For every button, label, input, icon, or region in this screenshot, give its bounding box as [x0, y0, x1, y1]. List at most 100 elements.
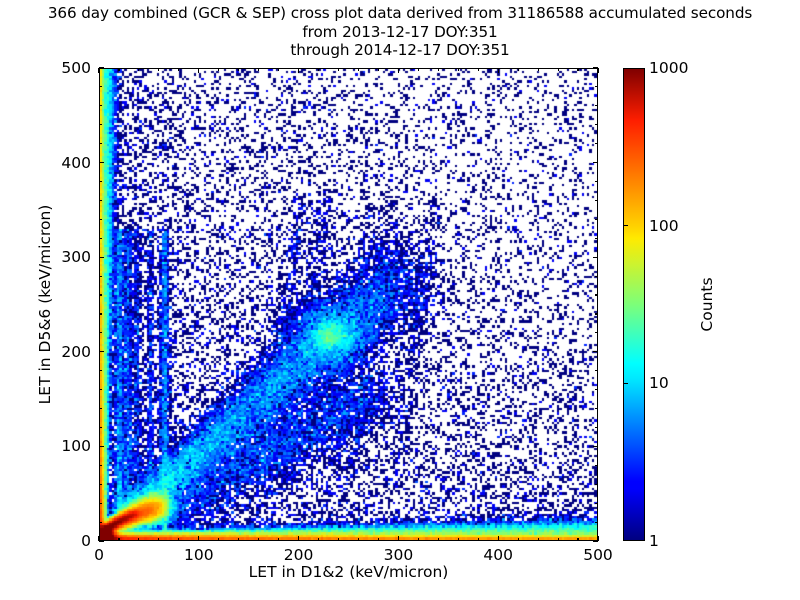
- colorbar-tick: [623, 382, 628, 384]
- x-tick-minor: [138, 538, 140, 541]
- y-tick-minor: [99, 275, 102, 277]
- x-tick-minor: [517, 538, 519, 541]
- x-tick-minor-top: [377, 68, 379, 71]
- y-tick-major-right: [593, 67, 598, 69]
- y-tick-minor-right: [595, 408, 598, 410]
- x-tick-minor: [377, 538, 379, 541]
- colorbar-tick-label: 10: [649, 374, 669, 393]
- y-tick-minor: [99, 294, 102, 296]
- x-tick-minor: [577, 538, 579, 541]
- x-tick-minor-top: [158, 68, 160, 71]
- x-tick-minor-top: [118, 68, 120, 71]
- x-tick-major-top: [597, 68, 599, 73]
- x-tick-minor: [118, 538, 120, 541]
- x-tick-minor: [417, 538, 419, 541]
- y-tick-minor: [99, 332, 102, 334]
- y-tick-minor-right: [595, 464, 598, 466]
- x-tick-minor-top: [218, 68, 220, 71]
- y-tick-label: 0: [81, 532, 91, 550]
- chart-title: 366 day combined (GCR & SEP) cross plot …: [0, 4, 800, 60]
- y-tick-minor-right: [595, 275, 598, 277]
- x-tick-minor-top: [557, 68, 559, 71]
- colorbar-tick-label: 100: [649, 216, 679, 235]
- colorbar: [623, 68, 645, 541]
- x-tick-major-top: [497, 68, 499, 73]
- x-tick-minor: [158, 538, 160, 541]
- x-tick-minor-top: [577, 68, 579, 71]
- y-tick-minor-right: [595, 199, 598, 201]
- x-tick-minor: [337, 538, 340, 541]
- x-tick-minor: [258, 538, 260, 541]
- x-tick-minor: [457, 538, 459, 541]
- y-tick-minor: [99, 389, 102, 391]
- plot-area: [99, 68, 598, 541]
- y-tick-minor: [99, 426, 102, 429]
- x-tick-major-top: [98, 68, 100, 73]
- y-tick-minor-right: [595, 426, 598, 429]
- x-tick-minor-top: [258, 68, 260, 71]
- x-tick-minor-top: [457, 68, 459, 71]
- y-tick-minor: [99, 483, 102, 485]
- y-tick-minor-right: [595, 389, 598, 391]
- y-tick-minor: [99, 105, 102, 107]
- x-tick-minor: [557, 538, 559, 541]
- y-tick-major: [99, 67, 104, 69]
- y-tick-minor-right: [595, 294, 598, 296]
- x-tick-minor-top: [517, 68, 519, 71]
- y-tick-minor: [99, 218, 102, 220]
- x-tick-minor: [357, 538, 360, 541]
- x-tick-minor-top: [238, 68, 240, 71]
- x-tick-minor: [218, 538, 220, 541]
- x-tick-minor-top: [477, 68, 479, 71]
- x-tick-major: [98, 536, 100, 541]
- x-tick-minor: [238, 538, 240, 541]
- x-tick-minor-top: [178, 68, 180, 71]
- x-tick-minor: [278, 538, 280, 541]
- y-tick-major-right: [593, 162, 598, 164]
- y-tick-minor-right: [595, 105, 598, 107]
- y-tick-minor: [99, 408, 102, 410]
- y-tick-minor-right: [595, 313, 598, 315]
- y-tick-major: [99, 540, 104, 542]
- y-tick-minor-right: [595, 521, 598, 523]
- y-tick-label: 200: [61, 342, 91, 361]
- y-tick-major-right: [593, 445, 598, 447]
- x-tick-minor-top: [357, 68, 360, 71]
- x-tick-minor: [477, 538, 479, 541]
- y-axis-label: LET in D5&6 (keV/micron): [36, 204, 54, 405]
- x-tick-minor: [318, 538, 320, 541]
- colorbar-tick-label: 1000: [649, 59, 689, 77]
- y-tick-minor-right: [595, 483, 598, 485]
- x-tick-minor-top: [437, 68, 439, 71]
- x-tick-major-top: [198, 68, 200, 73]
- x-tick-minor-top: [337, 68, 340, 71]
- y-tick-minor: [99, 124, 102, 126]
- x-tick-label: 400: [483, 546, 513, 564]
- y-tick-minor-right: [595, 180, 598, 183]
- y-tick-major: [99, 162, 104, 164]
- y-tick-minor: [99, 199, 102, 201]
- y-tick-minor-right: [595, 124, 598, 126]
- colorbar-label: Counts: [698, 277, 716, 332]
- y-tick-minor-right: [595, 143, 598, 145]
- y-tick-minor: [99, 370, 102, 372]
- y-tick-minor-right: [595, 218, 598, 220]
- y-tick-minor: [99, 86, 102, 88]
- x-tick-major: [397, 536, 399, 541]
- x-tick-minor: [437, 538, 439, 541]
- scatter-density-plot: [100, 69, 597, 540]
- y-tick-major: [99, 256, 104, 258]
- y-tick-minor: [99, 464, 102, 466]
- x-tick-major-top: [397, 68, 399, 73]
- y-tick-minor: [99, 180, 102, 183]
- title-line-3: through 2014-12-17 DOY:351: [290, 41, 510, 59]
- y-tick-major-right: [593, 351, 598, 353]
- y-tick-minor: [99, 237, 102, 239]
- y-tick-major: [99, 445, 104, 447]
- y-tick-minor-right: [595, 502, 598, 504]
- colorbar-gradient: [624, 69, 644, 540]
- x-tick-label: 500: [583, 546, 613, 564]
- x-tick-label: 300: [383, 546, 414, 564]
- y-tick-minor: [99, 521, 102, 523]
- colorbar-tick: [623, 225, 628, 227]
